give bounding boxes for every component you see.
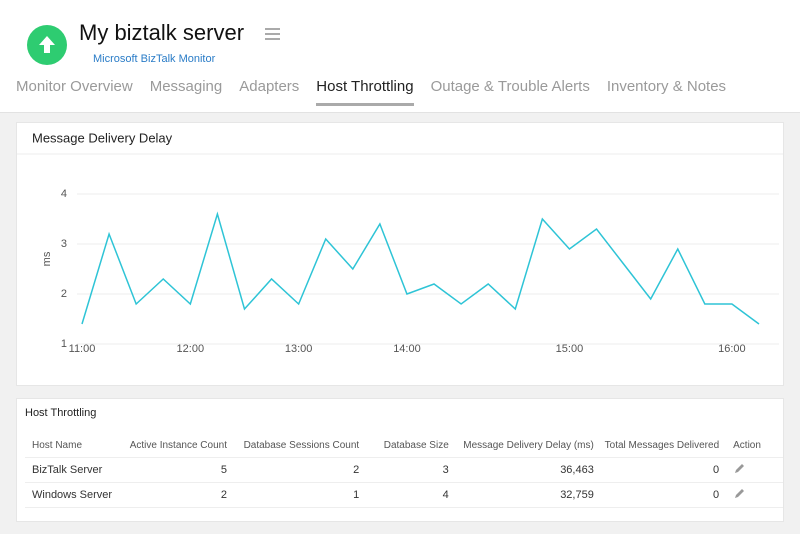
subtitle[interactable]: Microsoft BizTalk Monitor bbox=[93, 53, 216, 65]
tab[interactable]: Host Throttling bbox=[316, 78, 414, 106]
table-row: BizTalk Server 5 2 3 36,463 0 bbox=[25, 457, 783, 483]
table-cell: 2 bbox=[117, 482, 227, 508]
table-cell: 36,463 bbox=[448, 457, 594, 483]
tab[interactable]: Monitor Overview bbox=[16, 78, 133, 95]
title: My biztalk server bbox=[79, 20, 245, 45]
tab[interactable]: Adapters bbox=[239, 78, 300, 95]
header: My biztalk server Microsoft BizTalk Moni… bbox=[0, 0, 800, 113]
x-tick-label: 15:00 bbox=[556, 343, 584, 355]
column-header: Database Sessions Count bbox=[226, 433, 360, 458]
table-cell: BizTalk Server bbox=[25, 457, 118, 483]
table-card: Host Throttling Host Name Active Instance… bbox=[16, 398, 784, 522]
x-tick-label: 12:00 bbox=[177, 343, 205, 355]
table-cell: 4 bbox=[359, 482, 449, 508]
x-tick-label: 11:00 bbox=[69, 343, 96, 355]
tab[interactable]: Outage & Trouble Alerts bbox=[430, 78, 590, 95]
chart-title: Message Delivery Delay bbox=[32, 130, 173, 145]
x-tick-label: 13:00 bbox=[285, 343, 313, 355]
table-cell: 3 bbox=[359, 457, 449, 483]
table-cell: 32,759 bbox=[448, 482, 594, 508]
y-tick-label: 3 bbox=[61, 238, 67, 250]
y-axis-label: ms bbox=[41, 251, 53, 266]
column-header: Host Name bbox=[25, 433, 118, 458]
y-tick-label: 1 bbox=[61, 338, 67, 350]
tab[interactable]: Inventory & Notes bbox=[606, 78, 727, 95]
table-cell: 1 bbox=[226, 482, 360, 508]
tab[interactable]: Messaging bbox=[149, 78, 223, 95]
table-cell: 5 bbox=[117, 457, 227, 483]
column-header: Total Messages Delivered bbox=[593, 433, 720, 458]
column-header: Action bbox=[719, 433, 783, 458]
y-tick-label: 2 bbox=[61, 288, 67, 300]
column-header: Active Instance Count bbox=[117, 433, 227, 458]
table-cell: 2 bbox=[226, 457, 360, 483]
edit-icon[interactable] bbox=[733, 463, 745, 475]
chart: Message Delivery Delay ms 1 2 3 4 11:00 12:00… bbox=[17, 130, 783, 355]
table-cell: 0 bbox=[593, 457, 720, 483]
x-tick-label: 14:00 bbox=[393, 343, 421, 355]
column-header: Database Size bbox=[359, 433, 449, 458]
line bbox=[81, 211, 760, 325]
edit-icon[interactable] bbox=[733, 488, 745, 500]
x-tick-label: 16:00 bbox=[718, 343, 746, 355]
table-cell: 0 bbox=[593, 482, 720, 508]
table-cell: Windows Server bbox=[25, 482, 118, 508]
table: Host Name Active Instance Count Database S… bbox=[25, 433, 783, 508]
chart-card: Message Delivery Delay ms 1 2 3 4 11:00 12:00… bbox=[16, 122, 784, 386]
column-header: Message Delivery Delay (ms) bbox=[448, 433, 594, 458]
action-cell bbox=[719, 457, 783, 483]
header-graphics bbox=[27, 25, 280, 65]
tabs: Monitor Overview Messaging Adapters Host Th… bbox=[16, 78, 726, 106]
y-tick-label: 4 bbox=[61, 188, 67, 200]
table-row: Windows Server 2 1 4 32,759 0 bbox=[25, 482, 783, 508]
table-title: Host Throttling bbox=[25, 407, 97, 419]
action-cell bbox=[719, 482, 783, 508]
menu-icon[interactable] bbox=[265, 28, 280, 40]
